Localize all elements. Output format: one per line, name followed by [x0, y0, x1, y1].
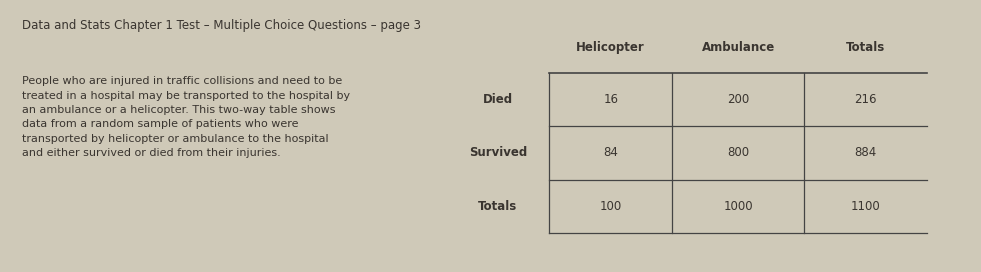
- Text: 100: 100: [599, 200, 622, 212]
- Text: 1000: 1000: [723, 200, 753, 212]
- Text: 216: 216: [854, 94, 877, 106]
- Text: 200: 200: [727, 94, 749, 106]
- Text: Ambulance: Ambulance: [701, 41, 775, 54]
- Text: Died: Died: [483, 94, 513, 106]
- Text: 1100: 1100: [851, 200, 881, 212]
- Text: 84: 84: [603, 147, 618, 159]
- Text: Helicopter: Helicopter: [576, 41, 645, 54]
- Text: People who are injured in traffic collisions and need to be
treated in a hospita: People who are injured in traffic collis…: [22, 76, 349, 158]
- Text: Data and Stats Chapter 1 Test – Multiple Choice Questions – page 3: Data and Stats Chapter 1 Test – Multiple…: [22, 19, 421, 32]
- Text: Survived: Survived: [469, 147, 527, 159]
- Text: Totals: Totals: [478, 200, 518, 212]
- Text: 800: 800: [727, 147, 749, 159]
- Text: Totals: Totals: [846, 41, 886, 54]
- Text: 884: 884: [854, 147, 877, 159]
- Text: 16: 16: [603, 94, 618, 106]
